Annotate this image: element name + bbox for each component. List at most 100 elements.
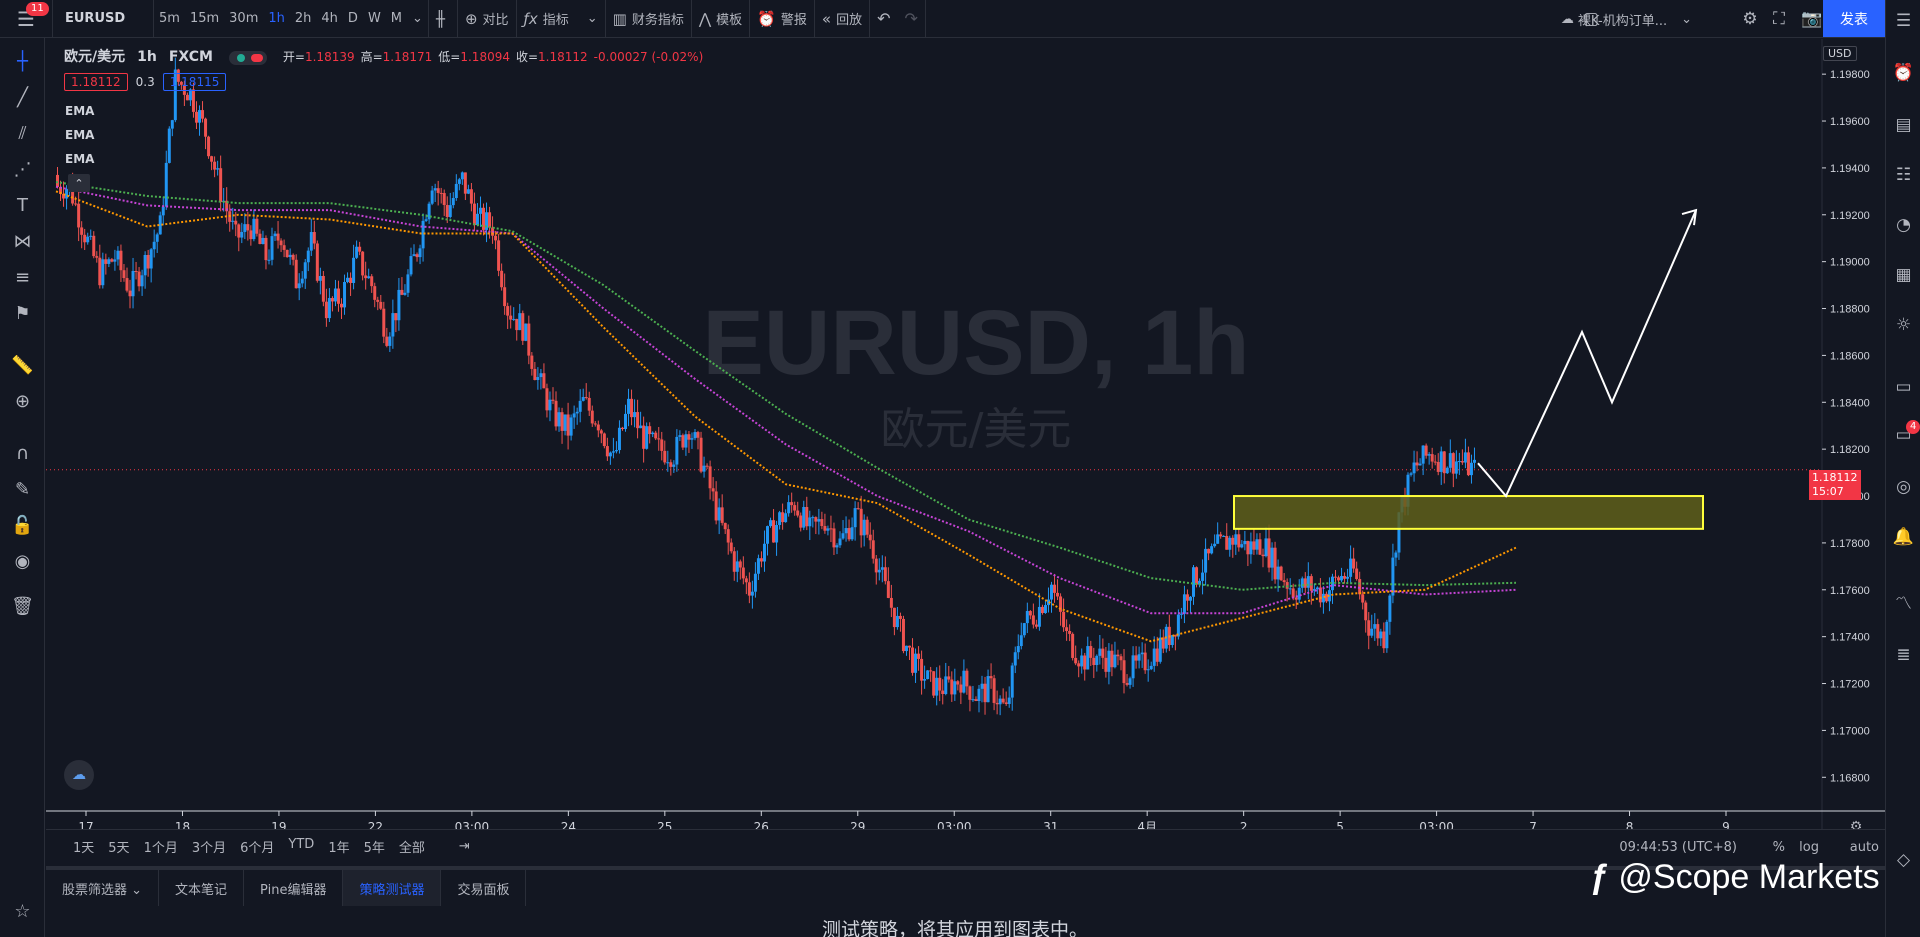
timeframe-4h[interactable]: 4h bbox=[321, 11, 338, 26]
snapshot-button[interactable]: 📷 bbox=[1793, 0, 1831, 38]
measure-tool[interactable]: 📏 bbox=[0, 350, 45, 380]
timeframe-2h[interactable]: 2h bbox=[294, 11, 312, 26]
currency-label[interactable]: USD bbox=[1823, 46, 1857, 61]
ema-indicator-label[interactable]: EMA bbox=[65, 152, 95, 166]
position-tool[interactable]: ≡ bbox=[0, 262, 45, 292]
redo-button[interactable]: ↷ bbox=[897, 0, 924, 38]
range-button[interactable]: 1天 bbox=[73, 841, 95, 856]
publish-button[interactable]: 发表 bbox=[1823, 0, 1885, 37]
bottom-tab[interactable]: 文本笔记 bbox=[159, 870, 245, 906]
news-button[interactable]: ▤ bbox=[1886, 110, 1920, 140]
timeframe-5m[interactable]: 5m bbox=[159, 11, 180, 26]
replay-button[interactable]: «回放 bbox=[821, 9, 863, 29]
timeframe-d[interactable]: D bbox=[347, 11, 358, 26]
candle-body bbox=[1282, 580, 1286, 583]
range-button[interactable]: 3个月 bbox=[191, 841, 227, 856]
range-button[interactable]: 6个月 bbox=[240, 841, 275, 856]
candle-body bbox=[1388, 595, 1392, 622]
fullscreen-button[interactable]: ⛶ bbox=[1760, 0, 1798, 38]
percent-toggle[interactable]: % bbox=[1772, 840, 1785, 855]
settings-button[interactable]: ⚙ bbox=[1731, 0, 1769, 38]
candle-body bbox=[415, 254, 419, 258]
financials-button[interactable]: ▥ 财务指标 bbox=[612, 9, 684, 29]
buy-button[interactable]: 1.18115 bbox=[162, 73, 227, 91]
range-button[interactable]: 5年 bbox=[363, 841, 385, 856]
watchlist-button[interactable]: ☰ bbox=[1886, 6, 1920, 36]
collapse-legend-button[interactable]: ⌃ bbox=[68, 174, 90, 192]
ema-line bbox=[55, 190, 1517, 643]
zoom-tool[interactable]: ⊕ bbox=[0, 386, 45, 416]
broadcast-button[interactable]: ◎ bbox=[1886, 472, 1920, 502]
notifications-button[interactable]: ▭ 4 bbox=[1886, 420, 1920, 450]
pattern-tool[interactable]: ⋰ bbox=[0, 154, 45, 184]
compare-button[interactable]: ⊕ 对比 bbox=[464, 9, 509, 29]
panels-button[interactable]: ◇ bbox=[1886, 845, 1920, 875]
layout-button[interactable]: ▢ bbox=[1572, 0, 1610, 38]
sell-button[interactable]: 1.18112 bbox=[64, 73, 128, 91]
ema-indicator-label[interactable]: EMA bbox=[65, 104, 95, 118]
pitchfork-tool[interactable]: ⫽ bbox=[0, 118, 45, 148]
data-window-button[interactable]: ☷ bbox=[1886, 160, 1920, 190]
range-button[interactable]: YTD bbox=[288, 837, 315, 852]
goto-date-button[interactable]: ⇥ bbox=[452, 839, 477, 854]
flag-tool[interactable]: ⚑ bbox=[0, 298, 45, 328]
log-toggle[interactable]: log bbox=[1799, 840, 1819, 855]
bar-chart-icon: ▥ bbox=[612, 9, 627, 28]
layout-select[interactable]: ☁ 裸K-机构订单... ⌄ bbox=[1560, 11, 1692, 29]
candle-body bbox=[457, 179, 461, 184]
chart-type-button[interactable]: ╫ bbox=[429, 0, 457, 38]
trendline-tool[interactable]: ╱ bbox=[0, 82, 45, 112]
visibility-tool[interactable]: ◉ bbox=[0, 546, 45, 576]
main-menu-button[interactable]: ☰ 11 bbox=[0, 0, 52, 38]
candle-body bbox=[1430, 454, 1434, 462]
text-tool[interactable]: T bbox=[0, 190, 45, 220]
symbol-search-button[interactable]: EURUSD bbox=[65, 11, 126, 26]
timezone-clock[interactable]: 09:44:53 (UTC+8) bbox=[1619, 840, 1737, 855]
alerts-panel-button[interactable]: ⏰ bbox=[1886, 58, 1920, 88]
timeframe-m[interactable]: M bbox=[390, 11, 403, 26]
magnet-tool[interactable]: ∩ bbox=[0, 438, 45, 468]
range-button[interactable]: 1年 bbox=[328, 841, 350, 856]
delete-tool[interactable]: 🗑 bbox=[0, 591, 45, 621]
chat-button[interactable]: ▭ bbox=[1886, 372, 1920, 402]
auto-toggle[interactable]: auto bbox=[1849, 840, 1879, 855]
price-chart[interactable]: EURUSD, 1h 欧元/美元 1.19800 1.19600 1.19400 1.19… bbox=[46, 39, 1885, 829]
calendar-button[interactable]: ▦ bbox=[1886, 260, 1920, 290]
range-button[interactable]: 5天 bbox=[108, 841, 130, 856]
bottom-tab[interactable]: 股票筛选器 ⌄ bbox=[46, 870, 160, 906]
range-button[interactable]: 1个月 bbox=[143, 841, 178, 856]
alerts-button[interactable]: ⏰ 警报 bbox=[757, 9, 807, 29]
candle-body bbox=[1466, 452, 1470, 476]
range-button[interactable]: 全部 bbox=[398, 841, 425, 856]
node-tool[interactable]: ⋈ bbox=[0, 226, 45, 256]
candle-body bbox=[790, 502, 794, 506]
trading-button[interactable]: 〽 bbox=[1886, 586, 1920, 616]
indicators-button[interactable]: ƒx 指标 ⌄ bbox=[523, 9, 598, 29]
crosshair-tool[interactable]: ┼ bbox=[0, 46, 45, 76]
candle-body bbox=[1231, 537, 1235, 545]
tradingview-logo[interactable]: ☁ bbox=[64, 760, 94, 790]
candle-body bbox=[865, 519, 869, 535]
timeframe-dropdown[interactable]: ⌄ bbox=[412, 11, 423, 26]
lock-drawing-tool[interactable]: ✎ bbox=[0, 474, 45, 504]
timeframe-30m[interactable]: 30m bbox=[229, 11, 259, 26]
ideas-button[interactable]: ☼ bbox=[1886, 310, 1920, 340]
ema-indicator-label[interactable]: EMA bbox=[65, 128, 95, 142]
hotlist-button[interactable]: ◔ bbox=[1886, 210, 1920, 240]
bottom-tab[interactable]: 策略测试器 bbox=[343, 870, 442, 906]
favorites-tool[interactable]: ☆ bbox=[0, 896, 45, 926]
bell-button[interactable]: 🔔 bbox=[1886, 522, 1920, 552]
timeframe-15m[interactable]: 15m bbox=[189, 11, 220, 26]
lock-tool[interactable]: 🔓 bbox=[0, 510, 45, 540]
candle-body bbox=[394, 313, 398, 321]
candle-body bbox=[660, 439, 664, 451]
undo-button[interactable]: ↶ bbox=[870, 0, 897, 38]
candle-body bbox=[575, 411, 579, 414]
pine-button[interactable]: ≣ bbox=[1886, 640, 1920, 670]
bottom-tab[interactable]: Pine编辑器 bbox=[244, 870, 344, 906]
timeframe-w[interactable]: W bbox=[367, 11, 381, 26]
timeframe-1h[interactable]: 1h bbox=[268, 11, 285, 26]
bottom-tab[interactable]: 交易面板 bbox=[441, 870, 527, 906]
templates-button[interactable]: ⋀ 模板 bbox=[698, 9, 743, 29]
market-status-pill[interactable] bbox=[228, 50, 267, 65]
